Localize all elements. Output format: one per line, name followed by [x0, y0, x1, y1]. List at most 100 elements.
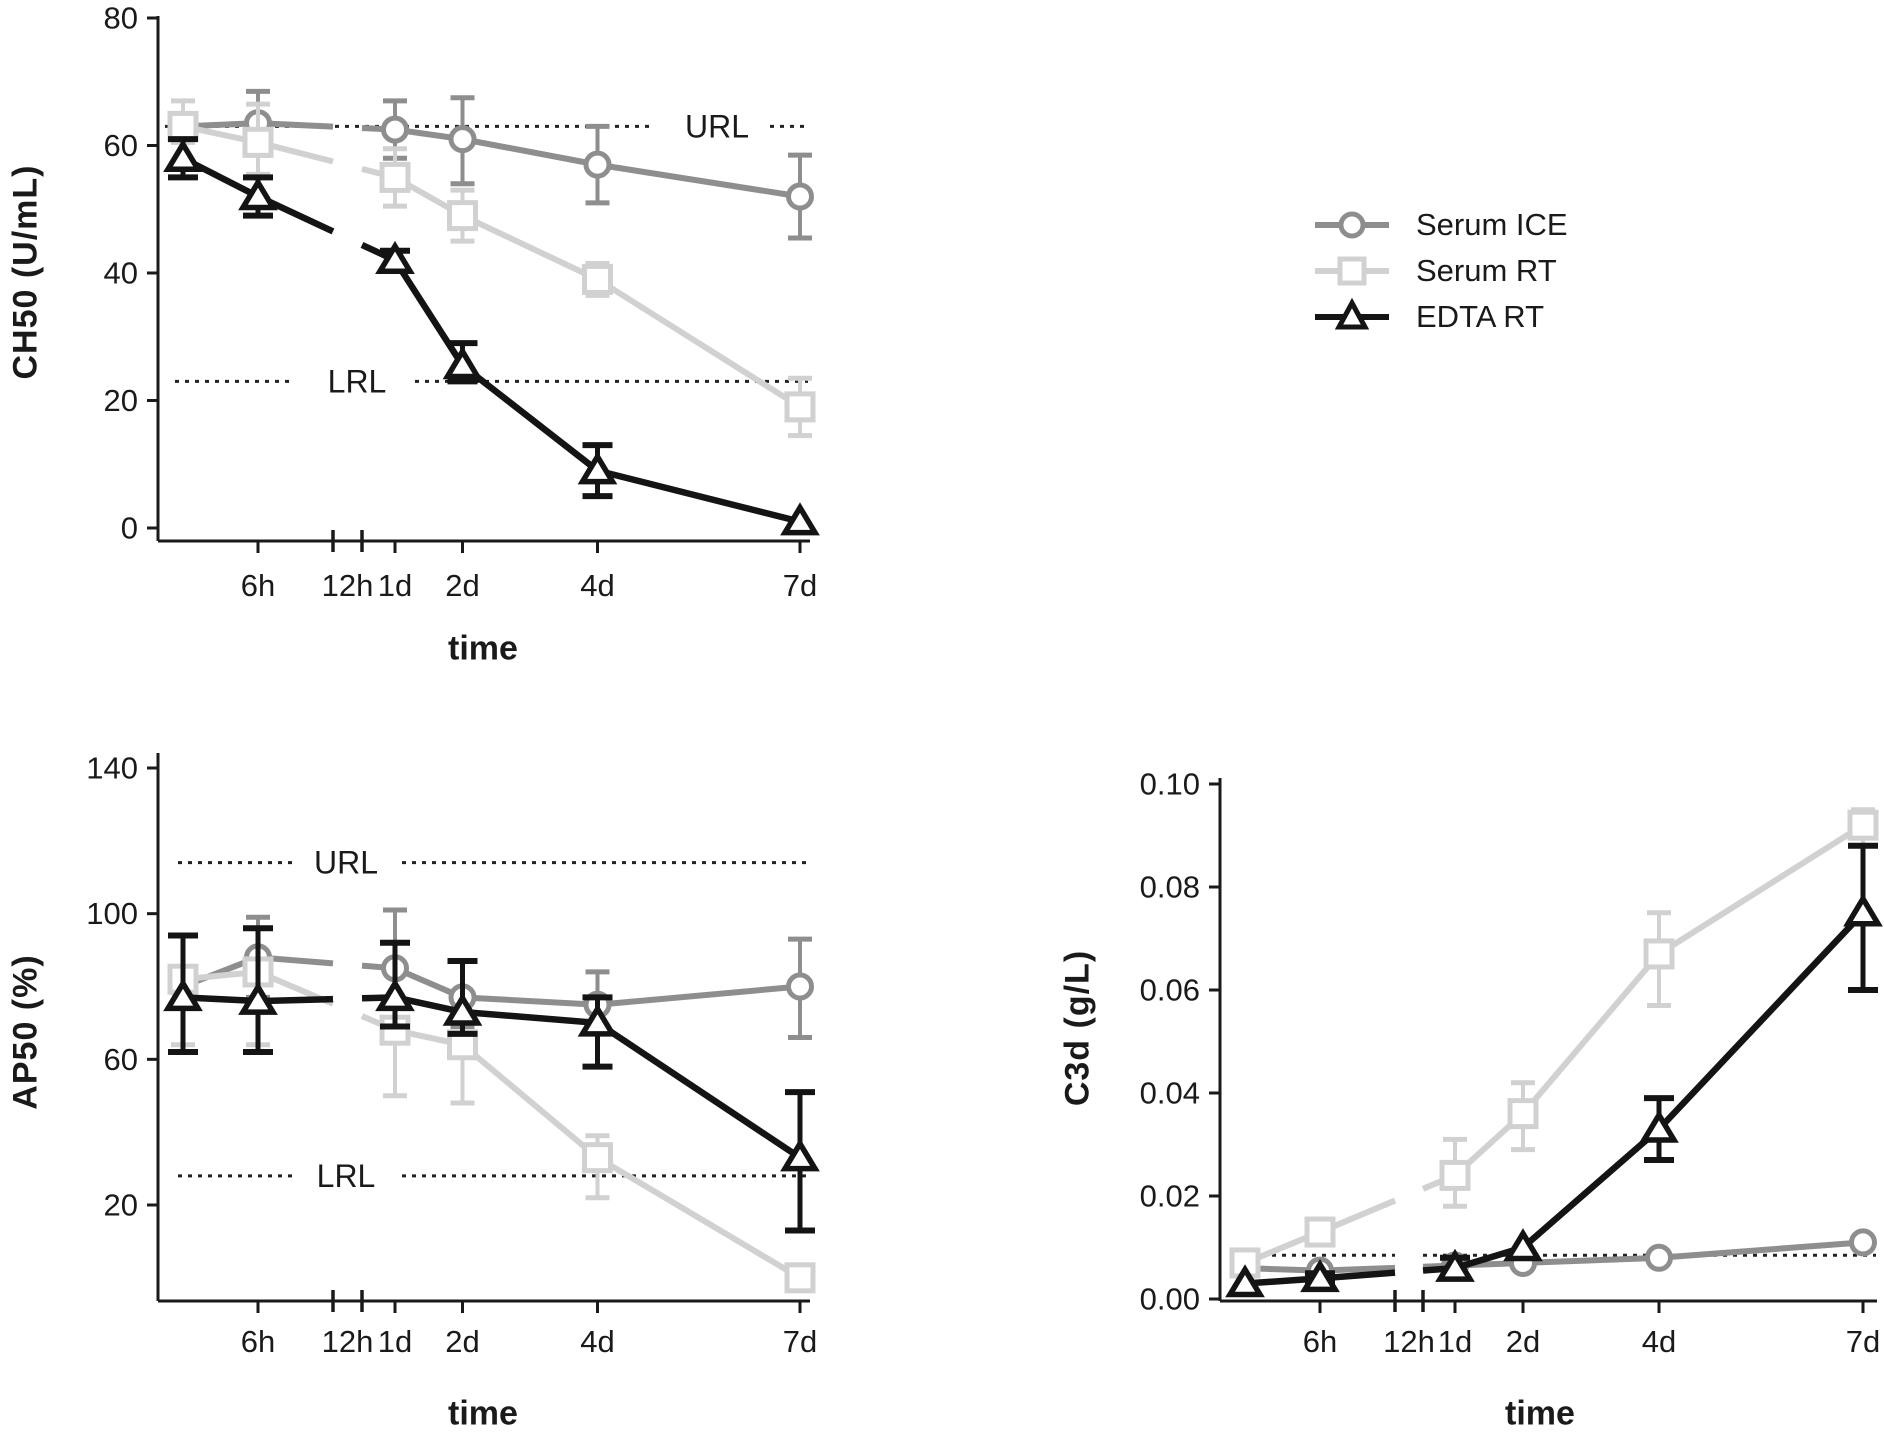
ap50-rt-marker	[582, 1142, 613, 1174]
c3d-x-tick-label: 2d	[1506, 1324, 1540, 1359]
ap50-edta-marker	[780, 1138, 820, 1172]
ch50-ref-label-LRL: LRL	[328, 363, 387, 399]
c3d-edta-marker	[1843, 893, 1883, 927]
c3d-rt-marker	[1304, 1216, 1336, 1248]
legend-circle-marker-icon	[1315, 211, 1389, 239]
ap50-y-tick-label: 60	[104, 1042, 138, 1077]
c3d-plot: 0.00 0.02 0.04 0.06 0.08 0.10 6h 12h 1d 2d 4d 7d	[1140, 767, 1883, 1359]
legend-label-serum-ice: Serum ICE	[1416, 207, 1568, 242]
c3d-edta-marker	[1225, 1264, 1265, 1298]
c3d-y-tick-label: 0.08	[1140, 870, 1200, 905]
legend-item-serum-ice: Serum ICE	[1312, 206, 1568, 244]
ch50-edta-marker	[442, 346, 483, 380]
ch50-edta-marker	[163, 138, 203, 172]
ch50-edta-marker	[780, 502, 820, 536]
legend-triangle-marker-icon	[1315, 298, 1389, 330]
c3d-y-tick-label: 0.00	[1140, 1282, 1200, 1317]
ch50-rt-marker	[379, 161, 411, 193]
ch50-edta-marker	[577, 451, 618, 485]
ch50-y-tick-label: 40	[104, 256, 138, 291]
ap50-edta-marker	[163, 978, 203, 1012]
ap50-y-tick-label: 140	[86, 750, 138, 785]
legend-label-edta-rt: EDTA RT	[1416, 299, 1545, 334]
ap50-edta-marker	[577, 1003, 618, 1037]
ap50-y-axis-label: AP50 (%)	[6, 954, 45, 1110]
ch50-y-tick-label: 60	[104, 128, 138, 163]
c3d-edta-line	[1422, 910, 1866, 1274]
c3d-rt-marker	[1507, 1098, 1539, 1130]
ap50-rt-marker	[784, 1262, 816, 1294]
ch50-x-tick-label: 7d	[783, 568, 817, 603]
ap50-x-tick-label: 1d	[378, 1324, 412, 1359]
c3d-x-tick-label: 1d	[1438, 1324, 1472, 1359]
ch50-rt-marker	[784, 391, 816, 423]
ch50-ice-marker	[448, 125, 477, 154]
ch50-rt-marker	[242, 126, 274, 158]
c3d-x-tick-label: 7d	[1846, 1324, 1880, 1359]
c3d-x-axis-label: time	[1505, 1394, 1575, 1433]
c3d-y-tick-label: 0.10	[1140, 767, 1200, 802]
ap50-edta-marker	[375, 978, 415, 1012]
c3d-y-tick-label: 0.04	[1140, 1076, 1200, 1111]
legend-square-marker-icon	[1315, 256, 1389, 286]
ap50-edta-marker	[238, 981, 278, 1015]
ch50-x-tick-label: 6h	[241, 568, 275, 603]
c3d-ice-marker	[1645, 1243, 1673, 1272]
ap50-edta-line	[361, 994, 802, 1161]
ch50-rt-marker	[167, 110, 199, 142]
ap50-x-axis-label: time	[448, 1394, 518, 1433]
ch50-edta-marker	[238, 177, 278, 211]
ch50-ice-marker	[583, 150, 612, 179]
ap50-series-edta	[163, 925, 820, 1234]
legend-item-serum-rt: Serum RT	[1312, 252, 1568, 290]
ap50-plot: 20 60 100 140 6h 12h 1d 2d 4d 7d URL LRL	[86, 750, 820, 1359]
c3d-series-rt	[1229, 807, 1879, 1279]
ch50-series-ice	[169, 88, 814, 241]
ch50-y-tick-label: 20	[104, 383, 138, 418]
ap50-x-tick-label: 12h	[322, 1324, 374, 1359]
c3d-edta-marker	[1435, 1248, 1475, 1282]
ap50-series-rt	[167, 925, 816, 1294]
ap50-y-tick-label: 20	[104, 1188, 138, 1223]
ch50-y-axis-label: CH50 (U/mL)	[6, 164, 45, 380]
ch50-rt-marker	[447, 200, 478, 232]
ch50-ice-marker	[381, 115, 409, 144]
c3d-y-tick-label: 0.02	[1140, 1179, 1200, 1214]
ch50-series-edta	[163, 136, 820, 536]
c3d-y-tick-label: 0.06	[1140, 973, 1200, 1008]
ch50-x-tick-label: 4d	[580, 568, 614, 603]
c3d-x-tick-label: 6h	[1303, 1324, 1337, 1359]
c3d-series-edta	[1225, 842, 1883, 1298]
ap50-y-tick-label: 100	[86, 896, 138, 931]
ch50-plot: 0 20 40 60 80 6h 12h 1d 2d 4d 7d URL LRL	[104, 1, 820, 603]
ch50-rt-line	[361, 166, 802, 410]
ch50-x-tick-label: 12h	[322, 568, 374, 603]
c3d-ice-marker	[1849, 1228, 1877, 1257]
legend: Serum ICE Serum RT EDTA RT	[1312, 206, 1568, 336]
c3d-edta-marker	[1300, 1259, 1340, 1293]
legend-label-serum-rt: Serum RT	[1416, 253, 1557, 288]
c3d-rt-marker	[1643, 938, 1675, 970]
ch50-x-tick-label: 1d	[378, 568, 412, 603]
ap50-x-tick-label: 4d	[580, 1324, 614, 1359]
ap50-x-tick-label: 2d	[445, 1324, 479, 1359]
c3d-rt-marker	[1439, 1159, 1471, 1191]
c3d-y-axis-label: C3d (g/L)	[1058, 949, 1097, 1107]
ap50-ref-label-URL: URL	[314, 845, 378, 881]
ap50-ice-marker	[786, 972, 814, 1001]
ch50-edta-marker	[375, 240, 415, 274]
c3d-edta-marker	[1503, 1228, 1543, 1262]
c3d-rt-marker	[1847, 809, 1879, 841]
ch50-series-rt	[167, 98, 816, 439]
c3d-x-tick-label: 12h	[1383, 1324, 1435, 1359]
ap50-x-tick-label: 7d	[783, 1324, 817, 1359]
ap50-rt-line	[360, 1013, 802, 1281]
ap50-edta-marker	[442, 992, 483, 1026]
ch50-ref-label-URL: URL	[685, 108, 749, 144]
c3d-rt-line	[1421, 822, 1865, 1192]
c3d-x-tick-label: 4d	[1642, 1324, 1676, 1359]
ch50-x-axis-label: time	[448, 629, 518, 668]
ch50-y-tick-label: 80	[104, 1, 138, 36]
